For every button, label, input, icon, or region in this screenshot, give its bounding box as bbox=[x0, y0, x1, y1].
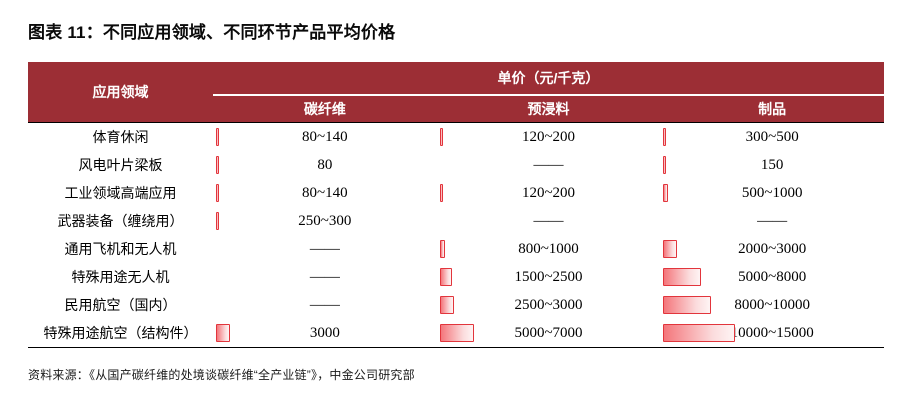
unit-header-cell: 单价（元/千克） bbox=[497, 70, 600, 86]
source-note: 资料来源：《从国产碳纤维的处境谈碳纤维“全产业链”》，中金公司研究部 bbox=[28, 368, 415, 382]
row-label: 风电叶片梁板 bbox=[78, 157, 163, 173]
data-bar bbox=[439, 240, 445, 258]
value-text: 5000~7000 bbox=[514, 324, 583, 341]
row-header-cell: 应用领域 bbox=[92, 84, 149, 100]
value-text: 1500~2500 bbox=[514, 268, 583, 285]
value-text: 2000~3000 bbox=[738, 240, 807, 257]
table-header: 应用领域 单价（元/千克） 碳纤维 预浸料 制品 bbox=[28, 62, 884, 122]
data-bar bbox=[663, 268, 702, 286]
data-bar bbox=[216, 156, 219, 174]
value-text: 120~200 bbox=[521, 184, 576, 201]
data-bar bbox=[439, 324, 474, 342]
table-body: 体育休闲 80~140 120~200 300~500 风电叶片梁板 80 —— 150 工业领… bbox=[28, 122, 884, 348]
value-text: 300~500 bbox=[745, 128, 799, 145]
row-label: 武器装备（缠绕用） bbox=[57, 213, 184, 229]
table-row: 武器装备（缠绕用） 250~300 —— —— bbox=[28, 207, 884, 235]
header-divider-line bbox=[213, 94, 884, 96]
value-cell: 800~1000 bbox=[437, 235, 661, 263]
value-cell: —— bbox=[660, 207, 884, 235]
unit-header-group: 单价（元/千克） 碳纤维 预浸料 制品 bbox=[213, 62, 884, 122]
row-label: 民用航空（国内） bbox=[64, 297, 177, 313]
value-cell: —— bbox=[213, 291, 437, 319]
price-table: 应用领域 单价（元/千克） 碳纤维 预浸料 制品 体育休闲 80~140 120~2… bbox=[28, 62, 884, 348]
value-cell: 10000~15000 bbox=[660, 319, 884, 347]
value-text: —— bbox=[533, 156, 564, 173]
table-row: 通用飞机和无人机 —— 800~1000 2000~3000 bbox=[28, 235, 884, 263]
value-text: 80 bbox=[317, 156, 333, 173]
value-cell: 80 bbox=[213, 151, 437, 179]
value-cell: 150 bbox=[660, 151, 884, 179]
column-header-carbon-fiber: 碳纤维 bbox=[303, 101, 346, 117]
value-text: 5000~8000 bbox=[738, 268, 807, 285]
value-text: 10000~15000 bbox=[730, 324, 814, 341]
value-cell: 2500~3000 bbox=[437, 291, 661, 319]
column-headers: 碳纤维 预浸料 制品 bbox=[213, 96, 884, 122]
table-row: 民用航空（国内） —— 2500~3000 8000~10000 bbox=[28, 291, 884, 319]
value-cell: 120~200 bbox=[437, 123, 661, 151]
value-text: 8000~10000 bbox=[734, 296, 810, 313]
value-text: —— bbox=[309, 240, 340, 257]
value-text: 500~1000 bbox=[741, 184, 803, 201]
figure-title: 图表 11：不同应用领域、不同环节产品平均价格 bbox=[28, 23, 396, 42]
data-bar bbox=[663, 184, 669, 202]
value-cell: 5000~7000 bbox=[437, 319, 661, 347]
value-text: 3000 bbox=[309, 324, 340, 341]
column-header-prepreg: 预浸料 bbox=[527, 101, 570, 117]
data-bar bbox=[439, 184, 443, 202]
value-cell: 2000~3000 bbox=[660, 235, 884, 263]
value-cell: —— bbox=[437, 207, 661, 235]
row-label: 工业领域高端应用 bbox=[64, 185, 177, 201]
data-bar bbox=[216, 212, 219, 230]
value-text: 150 bbox=[760, 156, 784, 173]
value-cell: 120~200 bbox=[437, 179, 661, 207]
value-cell: 500~1000 bbox=[660, 179, 884, 207]
data-bar bbox=[663, 156, 667, 174]
value-text: —— bbox=[309, 296, 340, 313]
value-text: 80~140 bbox=[302, 184, 348, 201]
value-cell: 1500~2500 bbox=[437, 263, 661, 291]
data-bar bbox=[663, 324, 736, 342]
table-row: 体育休闲 80~140 120~200 300~500 bbox=[28, 123, 884, 151]
value-text: 80~140 bbox=[302, 128, 348, 145]
row-label: 特殊用途无人机 bbox=[71, 269, 170, 285]
row-label: 通用飞机和无人机 bbox=[64, 241, 177, 257]
row-label: 特殊用途航空（结构件） bbox=[43, 325, 198, 341]
data-bar bbox=[663, 128, 667, 146]
value-cell: 8000~10000 bbox=[660, 291, 884, 319]
data-bar bbox=[216, 184, 219, 202]
table-row: 特殊用途航空（结构件） 3000 5000~7000 10000~15000 bbox=[28, 319, 884, 347]
data-bar bbox=[663, 296, 712, 314]
value-cell: —— bbox=[213, 235, 437, 263]
value-text: 250~300 bbox=[298, 212, 352, 229]
value-text: —— bbox=[309, 268, 340, 285]
value-cell: 250~300 bbox=[213, 207, 437, 235]
value-text: —— bbox=[757, 212, 788, 229]
value-cell: 3000 bbox=[213, 319, 437, 347]
data-bar bbox=[216, 128, 219, 146]
value-cell: 5000~8000 bbox=[660, 263, 884, 291]
value-cell: 80~140 bbox=[213, 179, 437, 207]
table-row: 风电叶片梁板 80 —— 150 bbox=[28, 151, 884, 179]
table-row: 特殊用途无人机 —— 1500~2500 5000~8000 bbox=[28, 263, 884, 291]
value-cell: —— bbox=[437, 151, 661, 179]
row-label: 体育休闲 bbox=[92, 129, 149, 145]
value-text: 2500~3000 bbox=[514, 296, 583, 313]
data-bar bbox=[663, 240, 678, 258]
value-text: 120~200 bbox=[521, 128, 576, 145]
data-bar bbox=[216, 324, 230, 342]
table-row: 工业领域高端应用 80~140 120~200 500~1000 bbox=[28, 179, 884, 207]
column-header-products: 制品 bbox=[758, 101, 787, 117]
value-text: 800~1000 bbox=[518, 240, 579, 257]
value-cell: 300~500 bbox=[660, 123, 884, 151]
value-text: —— bbox=[533, 212, 564, 229]
value-cell: —— bbox=[213, 263, 437, 291]
data-bar bbox=[439, 268, 452, 286]
data-bar bbox=[439, 296, 454, 314]
value-cell: 80~140 bbox=[213, 123, 437, 151]
data-bar bbox=[439, 128, 443, 146]
